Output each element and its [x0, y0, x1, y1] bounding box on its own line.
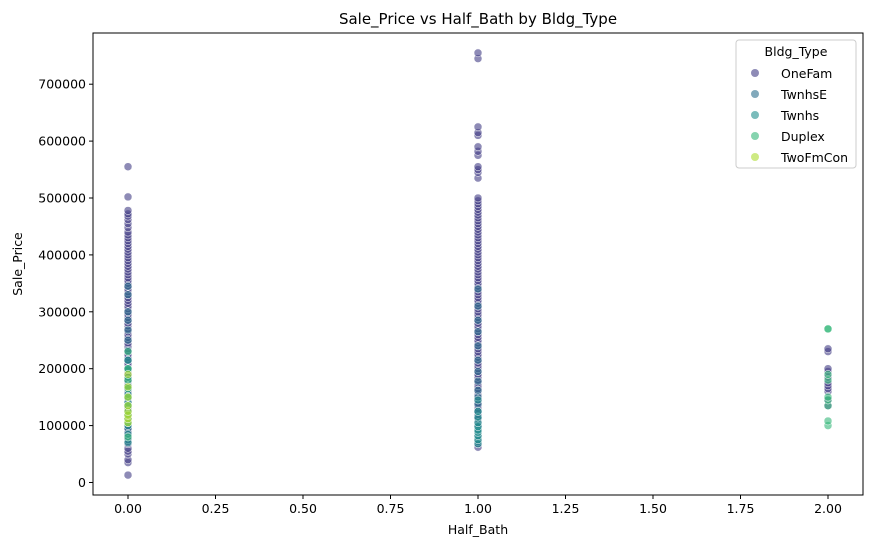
data-point	[123, 470, 133, 480]
data-point	[473, 367, 483, 376]
y-tick-label: 200000	[38, 361, 86, 376]
x-axis: 0.00 0.25 0.50 0.75 1.00 1.25 1.50 1.75 2.00	[114, 495, 842, 516]
data-point	[823, 370, 833, 379]
legend-label: TwnhsE	[780, 87, 827, 102]
legend-marker	[751, 153, 759, 161]
data-point	[123, 432, 133, 442]
data-point	[123, 316, 133, 325]
data-point	[473, 122, 483, 132]
data-point	[123, 370, 133, 379]
x-tick-label: 2.00	[814, 501, 842, 516]
y-tick-label: 300000	[38, 304, 86, 319]
y-axis: 0 100000 200000 300000 400000 500000 600000 700…	[38, 77, 93, 490]
plot-points	[123, 48, 833, 480]
y-tick-label: 600000	[38, 134, 86, 149]
legend-label: Twnhs	[780, 108, 819, 123]
x-tick-label: 0.50	[289, 501, 317, 516]
data-point	[123, 401, 133, 410]
data-point	[123, 307, 133, 317]
chart-title: Sale_Price vs Half_Bath by Bldg_Type	[339, 10, 617, 29]
data-point	[473, 284, 483, 294]
data-point	[473, 407, 483, 416]
legend: Bldg_Type OneFam TwnhsE Twnhs Duplex TwoFmCo…	[735, 39, 857, 169]
data-point	[123, 382, 133, 392]
data-point	[473, 162, 483, 171]
x-tick-label: 0.25	[202, 501, 230, 516]
data-point	[823, 416, 833, 426]
x-axis-label: Half_Bath	[448, 522, 508, 537]
data-point	[123, 162, 133, 171]
legend-box	[735, 39, 857, 169]
legend-label: Duplex	[781, 129, 825, 144]
y-tick-label: 500000	[38, 191, 86, 206]
data-point	[473, 341, 483, 351]
data-point	[823, 392, 833, 402]
y-tick-label: 0	[78, 475, 86, 490]
x-tick-label: 1.00	[464, 501, 492, 516]
legend-title: Bldg_Type	[765, 44, 828, 59]
data-point	[123, 355, 133, 365]
x-tick-label: 1.25	[552, 501, 580, 516]
data-point	[823, 344, 833, 354]
legend-label: OneFam	[781, 66, 832, 81]
y-tick-label: 400000	[38, 247, 86, 262]
data-point	[473, 193, 483, 203]
data-point	[473, 301, 483, 311]
data-point	[123, 281, 133, 291]
data-point	[473, 395, 483, 405]
data-point	[123, 206, 133, 215]
x-tick-label: 1.50	[639, 501, 667, 516]
x-tick-label: 1.75	[727, 501, 755, 516]
data-point	[823, 324, 833, 334]
y-tick-label: 700000	[38, 77, 86, 92]
data-point	[123, 290, 133, 299]
data-point	[123, 347, 133, 356]
data-point	[123, 325, 133, 335]
data-point	[473, 376, 483, 386]
legend-marker	[751, 90, 759, 98]
legend-items: OneFam TwnhsE Twnhs Duplex TwoFmCon	[751, 66, 848, 165]
data-point	[473, 386, 483, 395]
y-axis-label: Sale_Price	[10, 232, 25, 296]
x-tick-label: 0.75	[377, 501, 405, 516]
data-point	[473, 355, 483, 365]
x-tick-label: 0.00	[114, 501, 142, 516]
legend-label: TwoFmCon	[780, 150, 848, 165]
data-point	[123, 192, 133, 202]
data-point	[473, 316, 483, 325]
data-point	[473, 327, 483, 336]
y-tick-label: 100000	[38, 418, 86, 433]
legend-marker	[751, 69, 759, 77]
data-point	[123, 335, 133, 345]
legend-marker	[751, 111, 759, 119]
legend-marker	[751, 132, 759, 140]
data-point	[473, 142, 483, 152]
data-point	[123, 392, 133, 402]
data-point	[473, 48, 483, 58]
